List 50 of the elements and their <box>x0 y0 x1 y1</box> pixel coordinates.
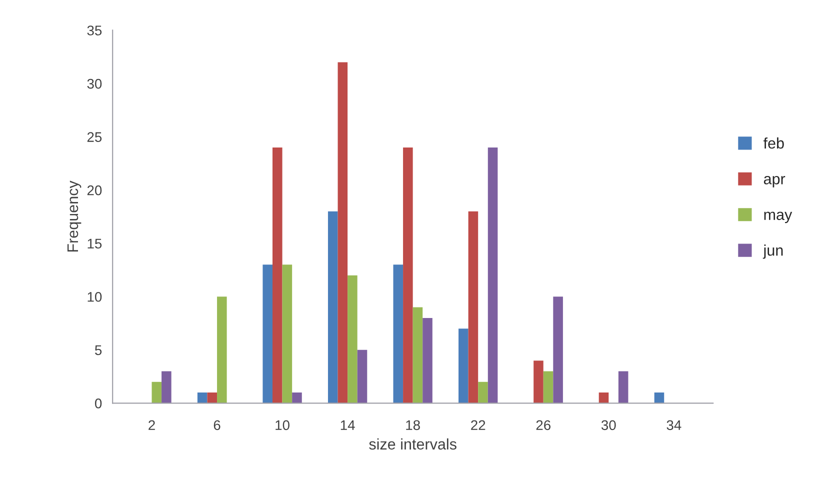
bar <box>654 392 664 404</box>
bar <box>618 371 628 404</box>
bar <box>357 350 368 404</box>
y-tick-label: 10 <box>88 292 102 302</box>
x-tick-label: 26 <box>536 420 550 430</box>
y-tick-label: 25 <box>87 132 102 142</box>
bar <box>468 211 478 404</box>
bar <box>292 392 302 404</box>
bar <box>272 147 282 404</box>
bar <box>152 382 162 404</box>
y-tick-label: 35 <box>87 26 102 36</box>
bar <box>162 371 172 404</box>
y-tick-label: 5 <box>95 345 102 356</box>
bar <box>328 211 338 404</box>
bar <box>207 392 218 404</box>
bar <box>412 307 423 404</box>
bar <box>488 147 498 404</box>
x-tick-label: 10 <box>276 420 290 430</box>
bar <box>553 296 563 404</box>
bar <box>422 318 432 404</box>
bar <box>262 264 272 404</box>
x-tick-label: 14 <box>340 420 355 430</box>
legend-label: jun <box>762 244 783 259</box>
bar <box>338 62 348 404</box>
bar <box>403 147 413 404</box>
legend-label: may <box>764 212 792 224</box>
y-tick-label: 15 <box>88 238 102 249</box>
bar <box>348 275 358 404</box>
legend-label: apr <box>764 176 786 188</box>
x-tick-label: 6 <box>214 420 220 430</box>
y-tick-label: 30 <box>87 78 102 89</box>
x-tick-label: 34 <box>666 420 682 430</box>
legend-label: feb <box>763 137 784 149</box>
x-axis-title: size intervals <box>369 438 456 450</box>
bar <box>217 296 227 404</box>
bar <box>197 392 208 404</box>
bar <box>282 264 292 404</box>
bar <box>598 392 609 404</box>
x-tick-label: 22 <box>471 420 486 430</box>
bar <box>534 360 544 404</box>
y-tick-label: 20 <box>87 185 102 196</box>
x-tick-label: 30 <box>601 420 616 430</box>
y-tick-label: 0 <box>94 398 102 408</box>
x-tick-label: 2 <box>148 420 155 430</box>
bar <box>478 382 488 404</box>
y-axis-title: Frequency <box>67 180 82 252</box>
bar <box>458 328 468 404</box>
bar <box>543 371 554 404</box>
bar <box>393 264 404 404</box>
x-tick-label: 18 <box>406 420 420 430</box>
